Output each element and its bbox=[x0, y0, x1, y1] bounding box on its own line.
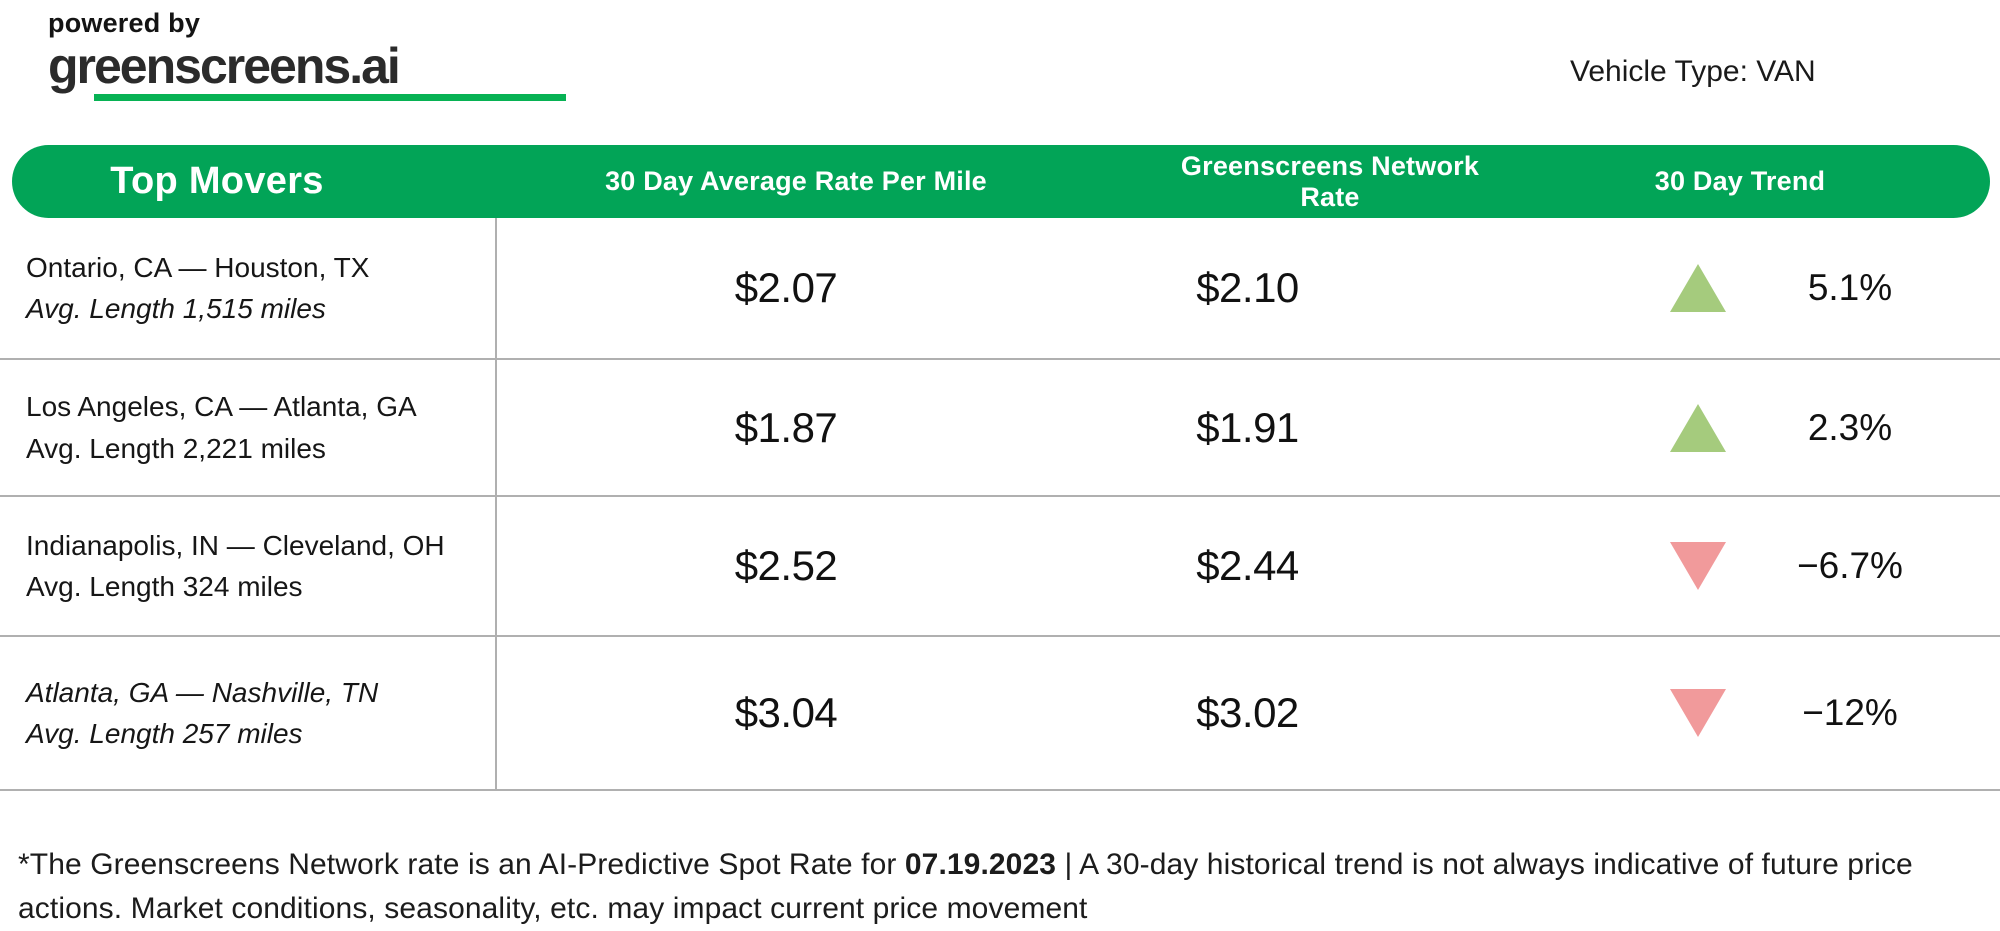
brand-wordmark: greenscreens.ai bbox=[48, 38, 401, 94]
lane-cell: Los Angeles, CA — Atlanta, GA Avg. Lengt… bbox=[0, 360, 497, 495]
rate-network: $2.10 bbox=[1196, 264, 1299, 311]
rate-30day-average: $3.04 bbox=[734, 689, 838, 736]
greenscreens-logo: powered by greenscreens.ai bbox=[48, 8, 566, 101]
trend-down-icon bbox=[1669, 542, 1726, 590]
header-30day-average-rate: 30 Day Average Rate Per Mile bbox=[605, 166, 987, 196]
trend-percent: −6.7% bbox=[1797, 545, 1903, 586]
table-row: Ontario, CA — Houston, TX Avg. Length 1,… bbox=[0, 218, 2000, 360]
footnote-date: 07.19.2023 bbox=[904, 848, 1057, 881]
trend-percent: 5.1% bbox=[1807, 267, 1893, 308]
table-row: Indianapolis, IN — Cleveland, OH Avg. Le… bbox=[0, 497, 2000, 637]
lane-cell: Ontario, CA — Houston, TX Avg. Length 1,… bbox=[0, 218, 497, 358]
avg-length: Avg. Length 324 miles bbox=[26, 571, 303, 602]
rate-30day-average: $2.52 bbox=[734, 542, 838, 589]
lane-name: Atlanta, GA — Nashville, TN bbox=[26, 676, 379, 708]
lane-name: Ontario, CA — Houston, TX bbox=[26, 251, 370, 283]
lane-cell: Indianapolis, IN — Cleveland, OH Avg. Le… bbox=[0, 497, 497, 635]
rate-30day-average: $1.87 bbox=[734, 403, 838, 451]
vehicle-type-label: Vehicle Type: VAN bbox=[1570, 55, 1816, 88]
lane-name: Los Angeles, CA — Atlanta, GA bbox=[26, 391, 417, 423]
brand-underline bbox=[94, 94, 566, 101]
trend-percent: 2.3% bbox=[1807, 406, 1893, 448]
avg-length: Avg. Length 2,221 miles bbox=[26, 432, 326, 464]
lane-name: Indianapolis, IN — Cleveland, OH bbox=[26, 529, 445, 561]
trend-up-icon bbox=[1669, 264, 1726, 312]
table-header-bar: Top Movers 30 Day Average Rate Per Mile … bbox=[12, 145, 1990, 218]
lane-cell: Atlanta, GA — Nashville, TN Avg. Length … bbox=[0, 637, 497, 789]
rate-network: $1.91 bbox=[1196, 403, 1299, 451]
header-30day-trend: 30 Day Trend bbox=[1654, 166, 1826, 196]
footnote-prefix: *The Greenscreens Network rate is an AI-… bbox=[18, 848, 905, 881]
rate-network: $2.44 bbox=[1196, 542, 1299, 589]
header-top-movers: Top Movers bbox=[110, 160, 324, 202]
trend-down-icon bbox=[1669, 689, 1726, 737]
avg-length: Avg. Length 257 miles bbox=[26, 718, 303, 749]
rate-30day-average: $2.07 bbox=[734, 264, 838, 311]
top-movers-table: Ontario, CA — Houston, TX Avg. Length 1,… bbox=[0, 218, 2000, 791]
footnote-suffix: | A 30-day historical trend is not alway… bbox=[18, 848, 1913, 925]
trend-up-icon bbox=[1669, 403, 1726, 452]
trend-percent: −12% bbox=[1802, 692, 1898, 733]
rate-network: $3.02 bbox=[1196, 689, 1299, 736]
avg-length: Avg. Length 1,515 miles bbox=[26, 293, 326, 324]
table-row: Atlanta, GA — Nashville, TN Avg. Length … bbox=[0, 637, 2000, 791]
footnote: *The Greenscreens Network rate is an AI-… bbox=[18, 843, 1968, 931]
powered-by-label: powered by bbox=[48, 8, 201, 38]
table-row: Los Angeles, CA — Atlanta, GA Avg. Lengt… bbox=[0, 360, 2000, 497]
header-network-rate: Greenscreens Network Rate bbox=[1180, 150, 1480, 212]
